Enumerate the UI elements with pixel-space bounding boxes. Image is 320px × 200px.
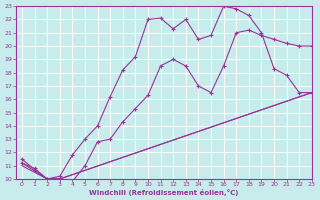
- X-axis label: Windchill (Refroidissement éolien,°C): Windchill (Refroidissement éolien,°C): [89, 189, 238, 196]
